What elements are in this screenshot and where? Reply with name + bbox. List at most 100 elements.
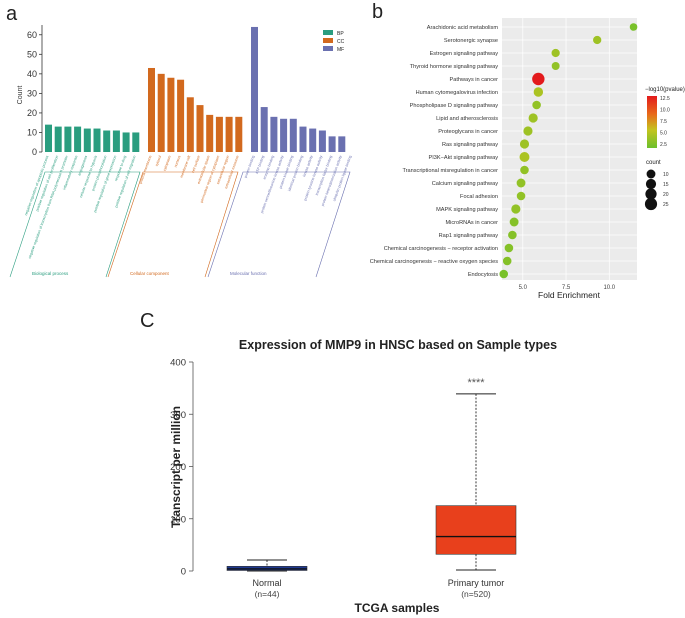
b-term-label: Chemical carcinogenesis − reactive oxyge… (370, 259, 498, 265)
a-bar (45, 124, 52, 152)
a-y-tick-label: 30 (27, 88, 37, 98)
a-y-tick-label: 10 (27, 127, 37, 137)
go-bar-chart: 0 10 20 30 40 50 60 Count negative regulation … (9, 25, 352, 278)
b-dot (516, 178, 526, 188)
b-dot (532, 72, 545, 86)
a-bar (148, 67, 155, 152)
b-term-label: Phospholipase D signaling pathway (410, 103, 499, 109)
a-bar (206, 114, 214, 152)
a-category-labels: negative regulation of apoptotic process… (24, 154, 352, 259)
panel-c-label: C (140, 310, 154, 332)
a-legend: BP CC MF (323, 30, 345, 53)
b-dot (551, 62, 560, 70)
a-category-label: kinase activity (302, 155, 313, 178)
a-group-brackets: Biological process Cellular component Mole… (9, 171, 351, 278)
b-color-tick-label: 7.5 (660, 119, 667, 125)
b-dot (508, 230, 517, 240)
a-bar (54, 126, 62, 152)
b-x-ticks: 5.0 7.5 10.0 (519, 285, 616, 291)
b-dot (523, 126, 533, 136)
b-dot (551, 48, 560, 58)
a-y-axis-label: Count (17, 86, 24, 105)
a-y-tick-label: 20 (27, 108, 37, 118)
c-boxes: Normal(n=44) Primary tumor(n=520) **** (226, 377, 517, 599)
b-size-legend-label: 10 (663, 172, 669, 178)
c-group-label: Primary tumor (448, 578, 505, 588)
a-y-tick-label: 0 (32, 147, 37, 157)
b-term-label: Estrogen signaling pathway (430, 51, 499, 57)
b-term-label: Ras signaling pathway (442, 142, 498, 148)
a-category-label: membrane raft (179, 155, 191, 178)
a-bar (270, 116, 278, 152)
b-size-legend-dot (646, 169, 656, 179)
a-y-ticks: 0 10 20 30 40 50 60 (27, 30, 42, 157)
a-group-label: Cellular component (130, 271, 170, 276)
a-bar (318, 130, 326, 152)
a-bar (338, 136, 346, 152)
a-category-label: cytoplasm (163, 155, 172, 172)
b-dot (509, 217, 519, 227)
a-bar (289, 118, 297, 152)
b-size-legend-label: 25 (663, 202, 669, 208)
a-bar (235, 116, 243, 152)
b-term-label: Human cytomegalovirus infection (416, 90, 498, 96)
b-term-labels: Arachidonic acid metabolism Serotonergic … (370, 25, 499, 278)
b-dot (504, 243, 514, 253)
b-term-label: Arachidonic acid metabolism (427, 25, 499, 31)
a-y-tick-label: 40 (27, 69, 37, 79)
a-group-bracket (107, 171, 239, 278)
a-legend-label: BP (337, 31, 344, 37)
a-legend-label: CC (337, 39, 345, 45)
b-term-label: Thyroid hormone signaling pathway (410, 64, 499, 70)
b-term-label: Proteoglycans in cancer (438, 129, 498, 135)
c-group-n: (n=520) (461, 589, 491, 599)
a-bar (177, 79, 185, 152)
b-term-label: Pathways in cancer (449, 77, 498, 83)
a-group-bracket (9, 171, 141, 278)
b-term-label: Endocytosis (468, 272, 498, 278)
b-term-label: Focal adhesion (460, 194, 498, 200)
a-legend-swatch (323, 46, 333, 51)
kegg-dot-plot: Arachidonic acid metabolism Serotonergic … (370, 18, 685, 300)
b-size-legend-dot (645, 188, 657, 200)
panel-a-label: a (6, 3, 18, 25)
a-legend-label: MF (337, 47, 344, 53)
b-color-tick-label: 10.0 (660, 108, 670, 114)
b-dot (533, 87, 544, 97)
c-group-label: Normal (252, 578, 281, 588)
b-term-label: MAPK signaling pathway (436, 207, 498, 213)
b-dot (528, 113, 538, 123)
b-term-label: PI3K−Akt signaling pathway (429, 155, 499, 161)
a-bar (64, 126, 72, 152)
a-category-label: nucleus (174, 155, 182, 168)
b-dot (593, 35, 602, 45)
b-dots (499, 23, 638, 279)
b-dot (532, 100, 541, 110)
c-title: Expression of MMP9 in HNSC based on Samp… (239, 338, 557, 352)
b-x-axis-label: Fold Enrichment (538, 290, 601, 300)
b-x-tick-label: 7.5 (562, 285, 571, 291)
a-category-label: negative regulation of transcription fro… (28, 154, 69, 259)
b-dot (511, 204, 521, 214)
a-bar (225, 116, 233, 152)
a-bar (103, 130, 111, 152)
c-significance: **** (467, 377, 485, 389)
a-category-label: cytosol (155, 155, 163, 167)
a-legend-swatch (323, 30, 333, 35)
b-term-label: Serotonergic synapse (444, 38, 498, 44)
c-y-ticks: 0 100 200 300 400 (170, 358, 193, 578)
b-color-tick-label: 2.5 (660, 142, 667, 148)
b-term-label: Transcriptional misregulation in cancer (402, 168, 498, 174)
c-box (435, 505, 517, 555)
b-color-tick-label: 5.0 (660, 131, 667, 137)
b-term-label: Chemical carcinogenesis − receptor activ… (384, 246, 498, 252)
c-y-tick-label: 200 (170, 462, 186, 473)
b-dot (520, 165, 529, 175)
a-group-label: Molecular function (230, 271, 267, 276)
b-size-legend-label: 20 (663, 192, 669, 198)
c-y-tick-label: 0 (181, 567, 186, 578)
b-dot (519, 139, 530, 149)
a-category-label: angiogenesis (77, 155, 88, 176)
a-bars (45, 26, 346, 153)
